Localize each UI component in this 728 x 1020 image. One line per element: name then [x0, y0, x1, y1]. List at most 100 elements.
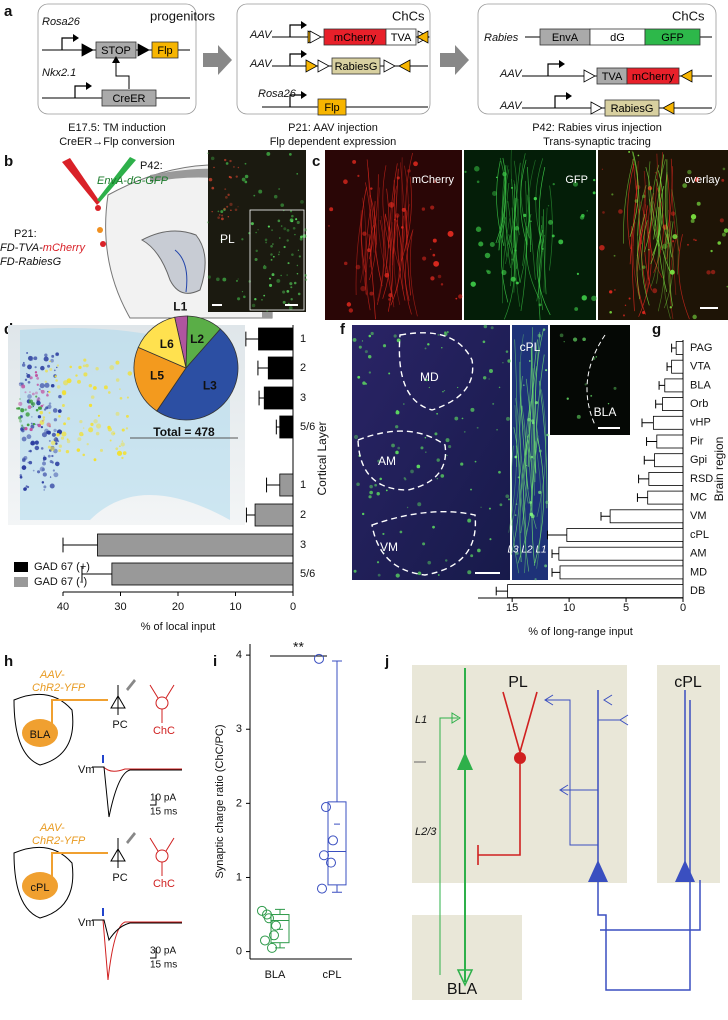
cell	[595, 356, 598, 358]
cell	[55, 442, 58, 445]
cell	[502, 171, 507, 177]
cell	[34, 366, 37, 369]
process	[517, 435, 533, 564]
cell	[75, 374, 78, 377]
cell	[227, 216, 230, 218]
significance: **	[293, 639, 304, 655]
chc	[155, 696, 169, 710]
y-tick-label: BLA	[690, 379, 711, 391]
layer-label: L2	[521, 545, 533, 556]
process	[377, 215, 385, 302]
process	[511, 207, 515, 293]
cell	[25, 485, 28, 488]
x-tick-label: 20	[172, 601, 184, 613]
electrode	[126, 832, 136, 844]
cell	[404, 478, 407, 481]
cell	[719, 218, 724, 223]
process	[659, 159, 670, 245]
cell	[356, 482, 360, 487]
process	[641, 220, 650, 306]
cell	[534, 401, 539, 405]
cell	[45, 369, 48, 373]
cell	[24, 378, 28, 382]
cell	[618, 209, 623, 214]
cell	[49, 483, 55, 489]
cell	[237, 278, 239, 280]
cell	[488, 369, 493, 374]
cell	[27, 380, 31, 384]
process	[402, 204, 410, 290]
cell	[515, 503, 518, 505]
brain-outline	[13, 846, 74, 919]
cell	[396, 338, 401, 343]
cell	[545, 500, 549, 504]
cell	[696, 201, 701, 206]
virus-label: FD-TVA-mCherry	[0, 242, 86, 254]
cell	[393, 334, 397, 338]
process	[535, 158, 544, 244]
cell	[445, 438, 450, 443]
site	[137, 43, 150, 57]
cell	[273, 194, 278, 199]
cell	[538, 303, 542, 307]
cell	[460, 462, 464, 466]
cell	[109, 365, 115, 370]
cell	[377, 573, 381, 577]
projection	[545, 699, 620, 846]
cell	[29, 427, 33, 432]
process	[368, 234, 376, 320]
cell	[271, 273, 275, 277]
cell	[28, 450, 30, 452]
error-bar	[257, 360, 269, 376]
cell	[682, 183, 688, 188]
cell	[237, 166, 240, 169]
cell	[258, 189, 263, 194]
cell	[474, 166, 480, 172]
element-label: CreER	[112, 93, 145, 105]
error-bar	[551, 568, 560, 577]
cell	[369, 490, 373, 495]
cell	[283, 245, 286, 249]
cell	[641, 265, 646, 269]
error-bar	[245, 507, 256, 523]
cell	[304, 278, 308, 281]
label: EnvA-dG-GFP	[97, 175, 169, 187]
cell	[119, 445, 121, 448]
element-label: TVA	[602, 71, 623, 83]
region-label: AM	[378, 454, 396, 468]
cell	[42, 472, 47, 477]
micrograph	[550, 325, 630, 435]
cell	[434, 432, 438, 436]
data-point	[314, 653, 324, 664]
cell	[654, 171, 657, 174]
vm-label: Vm	[78, 764, 95, 776]
chc	[155, 849, 169, 863]
cell	[294, 233, 296, 236]
cell	[436, 412, 439, 415]
process	[538, 380, 548, 509]
process	[396, 208, 406, 294]
region-label: BLA	[30, 729, 51, 741]
process	[396, 215, 406, 301]
process	[627, 163, 635, 249]
neuron	[597, 690, 691, 991]
label: P21:	[14, 228, 37, 240]
cell	[24, 408, 27, 411]
x-tick-label: BLA	[265, 969, 286, 981]
cell	[436, 477, 439, 480]
cell	[222, 277, 227, 282]
cell	[115, 378, 120, 382]
cell	[406, 506, 409, 509]
cell	[121, 440, 123, 442]
promoter-head	[559, 60, 565, 68]
cell	[395, 573, 400, 578]
process	[392, 180, 395, 266]
cell	[216, 277, 220, 282]
cell	[367, 355, 372, 359]
cell	[514, 514, 517, 517]
process	[506, 182, 511, 269]
cell	[241, 291, 244, 293]
cell	[722, 232, 726, 237]
cell	[36, 383, 39, 386]
label: FD-RabiesG	[0, 256, 62, 268]
